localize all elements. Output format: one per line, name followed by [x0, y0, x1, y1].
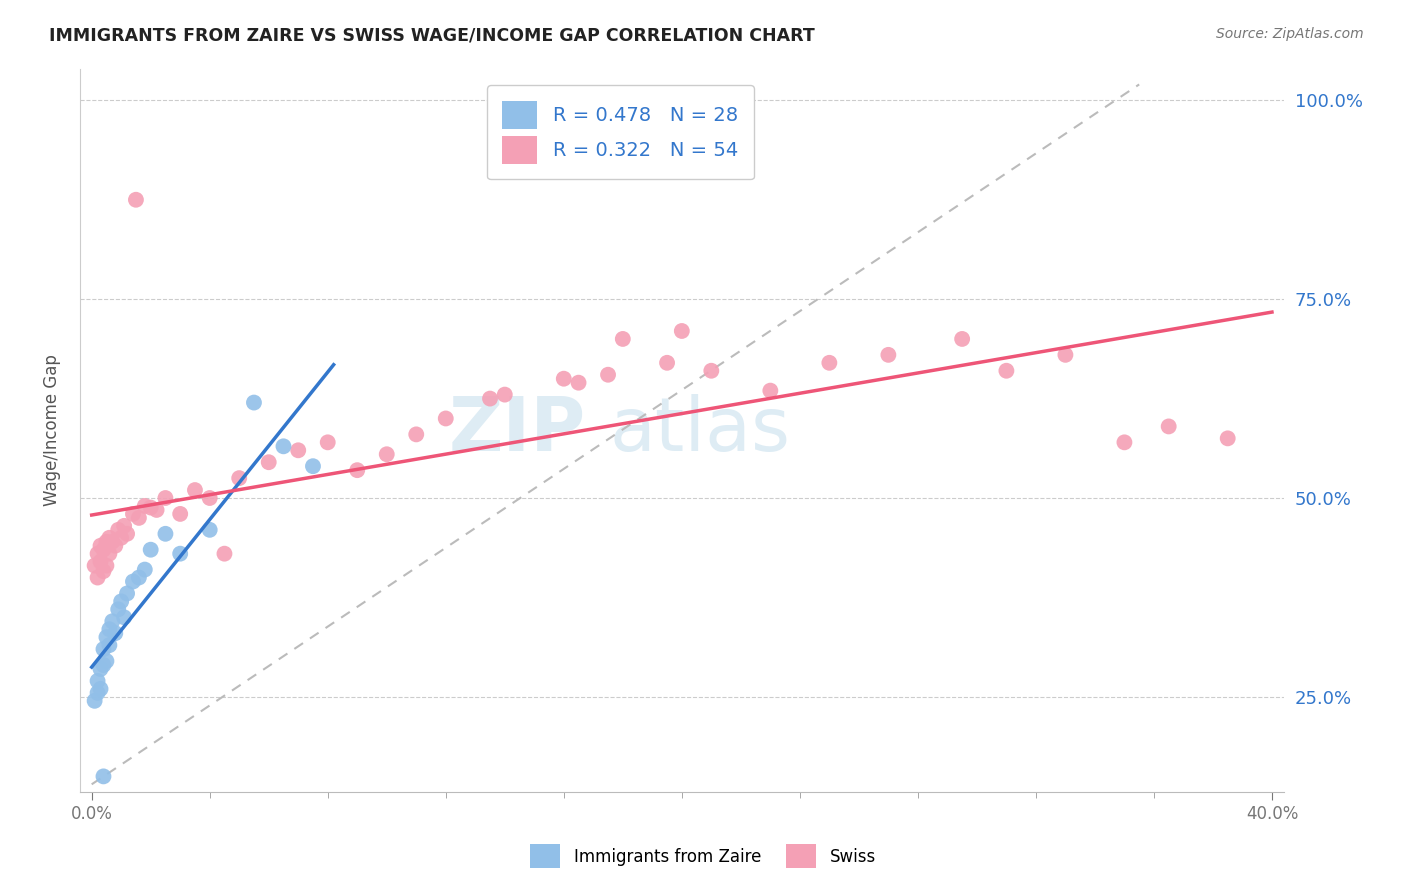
Point	[700, 364, 723, 378]
Point	[96, 534, 118, 549]
Point	[198, 491, 221, 505]
Point	[169, 547, 191, 561]
Point	[112, 519, 135, 533]
Point	[115, 526, 138, 541]
Point	[93, 642, 115, 657]
Point	[375, 447, 398, 461]
Point	[96, 654, 118, 668]
Point	[98, 622, 121, 636]
Point	[128, 511, 150, 525]
Point	[101, 615, 124, 629]
Point	[877, 348, 900, 362]
Point	[86, 547, 108, 561]
Point	[89, 539, 111, 553]
Point	[479, 392, 502, 406]
Point	[139, 500, 162, 515]
Point	[818, 356, 841, 370]
Point	[612, 332, 634, 346]
Point	[759, 384, 782, 398]
Point	[104, 626, 127, 640]
Point	[112, 610, 135, 624]
Point	[346, 463, 368, 477]
Point	[257, 455, 280, 469]
Point	[553, 372, 575, 386]
Point	[1114, 435, 1136, 450]
Point	[122, 507, 145, 521]
Text: IMMIGRANTS FROM ZAIRE VS SWISS WAGE/INCOME GAP CORRELATION CHART: IMMIGRANTS FROM ZAIRE VS SWISS WAGE/INCO…	[49, 27, 815, 45]
Text: Source: ZipAtlas.com: Source: ZipAtlas.com	[1216, 27, 1364, 41]
Point	[101, 534, 124, 549]
Point	[155, 526, 177, 541]
Point	[655, 356, 678, 370]
Point	[302, 459, 325, 474]
Point	[596, 368, 619, 382]
Point	[128, 570, 150, 584]
Point	[86, 673, 108, 688]
Point	[89, 681, 111, 696]
Point	[93, 658, 115, 673]
Point	[83, 558, 105, 573]
Point	[184, 483, 207, 497]
Text: atlas: atlas	[610, 394, 790, 467]
Point	[155, 491, 177, 505]
Point	[198, 523, 221, 537]
Point	[139, 542, 162, 557]
Legend: Immigrants from Zaire, Swiss: Immigrants from Zaire, Swiss	[523, 838, 883, 875]
Point	[287, 443, 309, 458]
Point	[110, 531, 132, 545]
Y-axis label: Wage/Income Gap: Wage/Income Gap	[44, 354, 60, 507]
Point	[494, 387, 516, 401]
Point	[169, 507, 191, 521]
Point	[89, 662, 111, 676]
Point	[273, 439, 295, 453]
Point	[995, 364, 1018, 378]
Point	[107, 523, 129, 537]
Point	[107, 602, 129, 616]
Point	[1054, 348, 1077, 362]
Point	[671, 324, 693, 338]
Point	[110, 594, 132, 608]
Point	[98, 531, 121, 545]
Point	[145, 503, 167, 517]
Point	[98, 547, 121, 561]
Point	[1216, 431, 1239, 445]
Legend: R = 0.478   N = 28, R = 0.322   N = 54: R = 0.478 N = 28, R = 0.322 N = 54	[486, 86, 754, 179]
Point	[434, 411, 457, 425]
Point	[93, 542, 115, 557]
Point	[98, 638, 121, 652]
Point	[405, 427, 427, 442]
Point	[316, 435, 339, 450]
Point	[96, 630, 118, 644]
Point	[134, 499, 156, 513]
Point	[125, 193, 148, 207]
Point	[86, 686, 108, 700]
Point	[214, 547, 236, 561]
Point	[228, 471, 250, 485]
Point	[115, 586, 138, 600]
Text: ZIP: ZIP	[449, 394, 585, 467]
Point	[122, 574, 145, 589]
Point	[243, 395, 266, 409]
Point	[950, 332, 973, 346]
Point	[1157, 419, 1180, 434]
Point	[567, 376, 589, 390]
Point	[93, 564, 115, 578]
Point	[104, 539, 127, 553]
Point	[96, 558, 118, 573]
Point	[134, 563, 156, 577]
Point	[93, 769, 115, 783]
Point	[89, 555, 111, 569]
Point	[86, 570, 108, 584]
Point	[83, 694, 105, 708]
